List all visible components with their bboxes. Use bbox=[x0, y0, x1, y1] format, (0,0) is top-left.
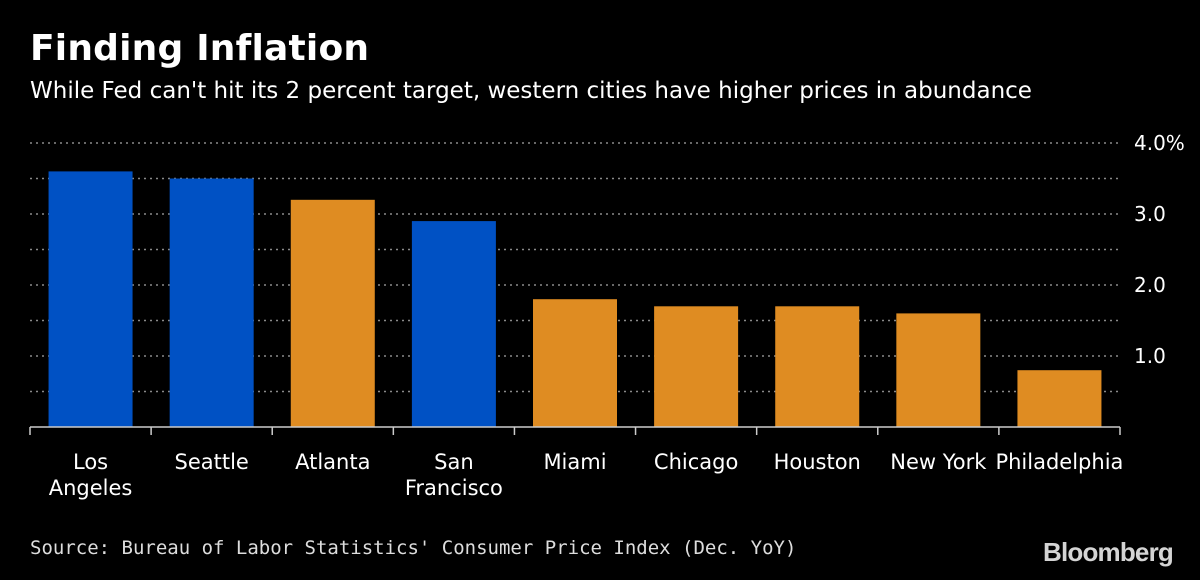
y-tick-label: 2.0 bbox=[1134, 273, 1166, 297]
bar bbox=[896, 313, 981, 427]
bar bbox=[654, 306, 739, 427]
bar bbox=[169, 178, 254, 427]
x-axis bbox=[29, 426, 1121, 435]
x-tick-label: Miami bbox=[543, 450, 606, 474]
x-tick-label: New York bbox=[890, 450, 987, 474]
y-tick-label: 1.0 bbox=[1134, 344, 1166, 368]
x-tick-label: Houston bbox=[774, 450, 861, 474]
bar bbox=[1017, 370, 1102, 427]
x-tick-label: Los Angeles bbox=[49, 450, 133, 500]
y-tick-label: 4.0% bbox=[1134, 131, 1185, 155]
x-tick-label: Seattle bbox=[174, 450, 248, 474]
bar-chart: 1.0 2.0 3.0 4.0% Los Angeles Seattle Atlanta Sa… bbox=[29, 131, 1185, 500]
bars bbox=[48, 171, 1102, 427]
bar bbox=[411, 221, 496, 427]
bar bbox=[533, 299, 617, 427]
bar bbox=[290, 199, 375, 427]
chart-title: Finding Inflation bbox=[30, 28, 370, 69]
chart-subtitle: While Fed can't hit its 2 percent target… bbox=[30, 78, 1032, 104]
x-tick-labels: Los Angeles Seattle Atlanta San Francisco Miam… bbox=[49, 450, 1124, 500]
source-note: Source: Bureau of Labor Statistics' Cons… bbox=[30, 537, 797, 559]
x-tick-label: Philadelphia bbox=[995, 450, 1123, 474]
y-tick-labels: 1.0 2.0 3.0 4.0% bbox=[1134, 131, 1185, 368]
x-tick-label: San Francisco bbox=[405, 450, 503, 500]
bloomberg-logo: Bloomberg bbox=[1042, 537, 1174, 567]
x-tick-label: Atlanta bbox=[295, 450, 370, 474]
bar bbox=[775, 306, 860, 427]
x-tick-label: Chicago bbox=[654, 450, 738, 474]
y-tick-label: 3.0 bbox=[1134, 202, 1166, 226]
bar bbox=[48, 171, 133, 427]
